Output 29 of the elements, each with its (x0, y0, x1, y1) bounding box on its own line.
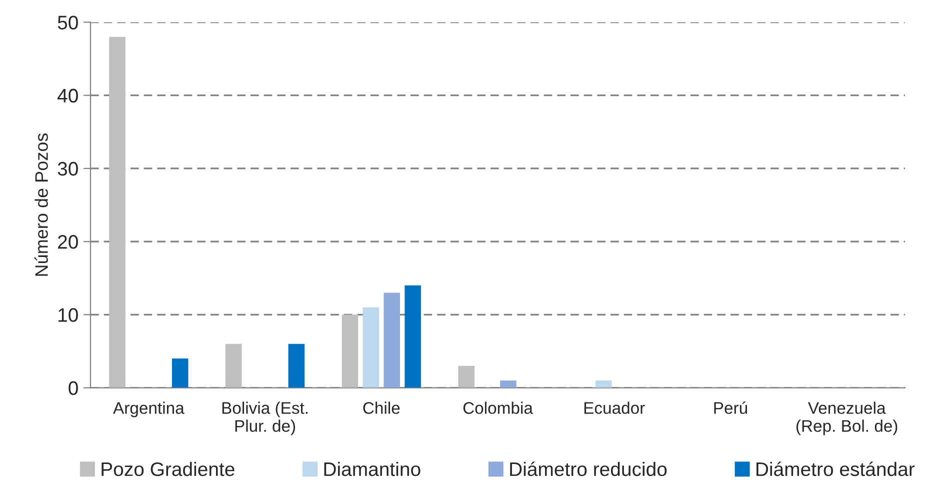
x-tick-label: Perú (714, 401, 748, 414)
x-tick-label: Bolivia (Est. Plur. de) (222, 402, 308, 436)
bar (225, 344, 242, 388)
x-tick-label: Argentina (113, 402, 184, 418)
bar (172, 358, 188, 388)
bar (109, 36, 126, 388)
y-tick-label: 30 (58, 162, 78, 176)
y-tick-label: 0 (68, 381, 78, 396)
legend-label: Diámetro reducido (510, 462, 667, 476)
legend-label: Diamantino (324, 462, 420, 476)
bar (384, 292, 400, 388)
bar (288, 344, 305, 388)
x-tick-label: Chile (363, 402, 400, 414)
x-tick-label: Colombia (463, 402, 533, 414)
y-tick-label: 50 (58, 16, 78, 30)
legend-label: Diámetro estándar (756, 462, 915, 476)
y-axis-title: Número de Pozos (34, 133, 48, 276)
bar (404, 285, 421, 388)
x-tick-label: Venezuela (Rep. Bol. de) (796, 402, 898, 436)
bar (342, 314, 358, 388)
y-tick-label: 20 (58, 235, 78, 249)
bar (595, 380, 612, 388)
y-tick-label: 10 (58, 308, 78, 322)
bar (458, 366, 474, 388)
y-tick-label: 40 (58, 88, 78, 103)
legend-label: Pozo Gradiente (102, 462, 234, 476)
bar (500, 380, 516, 388)
x-tick-label: Ecuador (584, 402, 645, 414)
bar (362, 307, 380, 388)
